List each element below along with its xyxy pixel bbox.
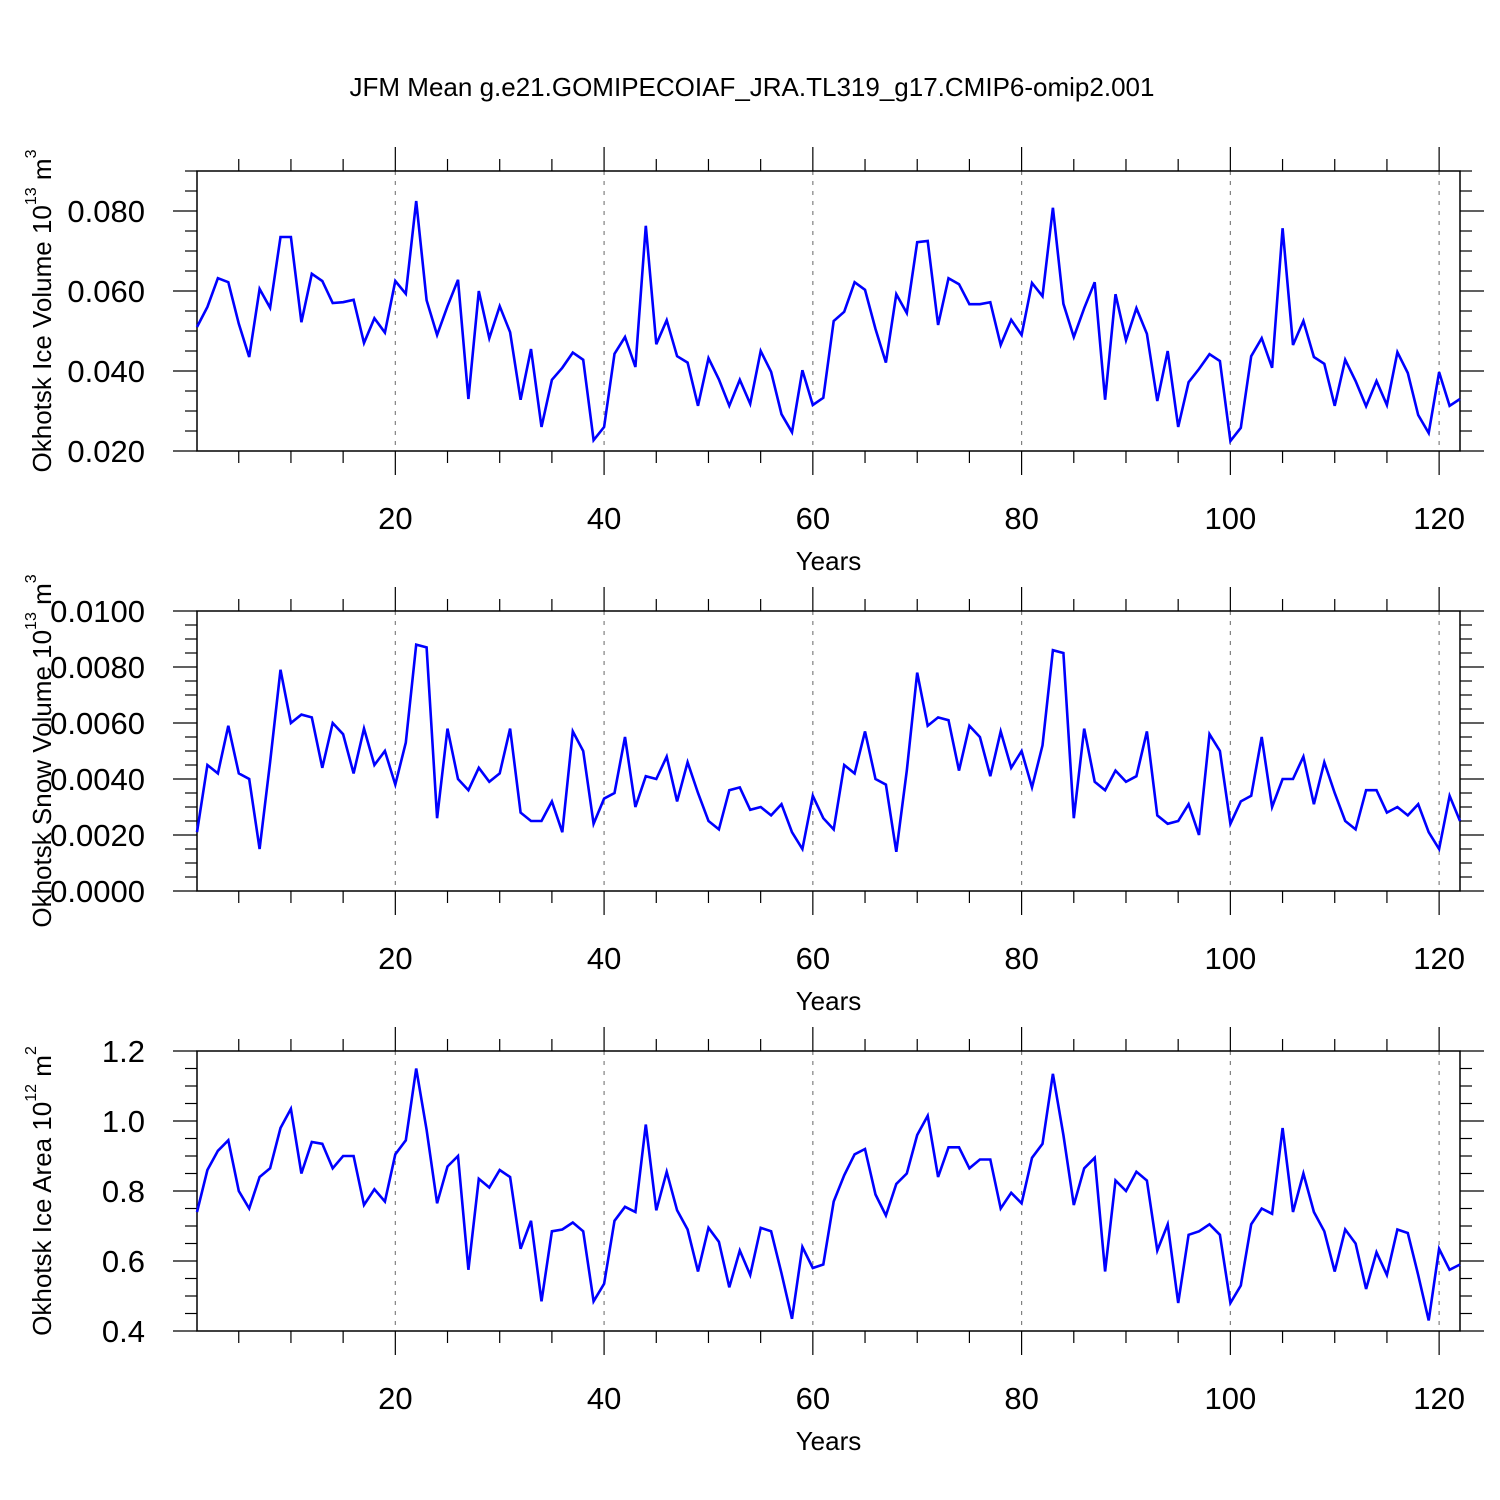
y-label-part: 3 [23,149,40,158]
chart-panel-3: 20 40 60 80 100 120 0.4 0.6 0.8 1.0 1.2 Years Okhots… [23,1027,1484,1456]
plot-frame [196,170,1461,452]
y-tick-label: 1.2 [102,1034,145,1069]
x-ticks [238,147,1440,475]
x-tick-label: 100 [1204,941,1256,976]
x-tick-label: 120 [1413,941,1465,976]
y-tick-label: 0.080 [67,194,145,229]
y-label-part: 10 [27,205,57,234]
chart-panel-2: 20 40 60 80 100 120 0.0000 0.0020 0.0040 0.0060 0.… [23,574,1484,1016]
y-label-part: Okhotsk Ice Volume [27,241,57,472]
x-ticks [238,1027,1440,1355]
plot-frame [196,610,1461,892]
y-tick-label: 0.020 [67,434,145,469]
y-label-part: Okhotsk Ice Area [27,1137,57,1336]
y-label-part: Okhotsk Snow Volume [27,666,57,928]
x-tick-label: 80 [1004,941,1038,976]
y-axis-label-text: Okhotsk Ice Area 1012 m2 [23,1046,58,1336]
y-label-part: m [27,583,57,612]
y-axis-label-text: Okhotsk Ice Volume 1013 m3 [23,149,58,472]
y-ticks [173,170,1484,452]
x-tick-label: 20 [378,941,412,976]
series-line [195,200,1461,445]
x-tick-label: 100 [1204,1381,1256,1416]
y-tick-label: 0.0040 [50,762,145,797]
y-tick-label: 0.8 [102,1174,145,1209]
y-tick-label: 0.0060 [50,706,145,741]
x-axis-label: Years [796,1426,862,1456]
x-tick-label: 100 [1204,501,1256,536]
y-axis-label: Okhotsk Snow Volume 1013 m3 [23,574,58,927]
y-tick-label: 0.0100 [50,594,145,629]
y-tick-label: 0.060 [67,274,145,309]
y-ticks [173,1050,1484,1332]
chart-title: JFM Mean g.e21.GOMIPECOIAF_JRA.TL319_g17… [350,72,1155,102]
y-tick-label: 0.6 [102,1244,145,1279]
x-tick-label: 40 [587,941,621,976]
y-label-part: 3 [23,574,40,583]
y-tick-label: 1.0 [102,1104,145,1139]
y-label-part: m [27,1055,57,1084]
chart-panel-1: 20 40 60 80 100 120 0.020 0.040 0.060 0.080 Years O… [23,147,1484,576]
x-tick-label: 40 [587,1381,621,1416]
y-ticks [173,610,1484,892]
x-tick-label: 80 [1004,501,1038,536]
x-tick-label: 60 [796,501,830,536]
y-tick-label: 0.040 [67,354,145,389]
series-points [197,645,1460,852]
x-tick-label: 60 [796,1381,830,1416]
x-tick-label: 60 [796,941,830,976]
y-label-part: 10 [27,630,57,659]
y-axis-label: Okhotsk Ice Area 1012 m2 [23,1046,58,1336]
y-tick-label: 0.0080 [50,650,145,685]
x-tick-label: 40 [587,501,621,536]
x-tick-label: 80 [1004,1381,1038,1416]
y-label-part: 13 [23,612,40,630]
y-label-part: 12 [23,1084,40,1102]
x-ticks [238,587,1440,915]
y-axis-label: Okhotsk Ice Volume 1013 m3 [23,149,58,472]
chart-panels: 20 40 60 80 100 120 0.020 0.040 0.060 0.080 Years O… [23,147,1484,1456]
y-label-part: m [27,158,57,187]
y-tick-label: 0.0000 [50,874,145,909]
x-axis-label: Years [796,986,862,1016]
y-label-part: 13 [23,187,40,205]
y-tick-label: 0.0020 [50,818,145,853]
series-line [195,1068,1461,1321]
y-label-part: 10 [27,1102,57,1131]
y-axis-label-text: Okhotsk Snow Volume 1013 m3 [23,574,58,927]
series-line [195,642,1462,853]
x-tick-label: 20 [378,501,412,536]
y-tick-label: 0.4 [102,1314,145,1349]
x-axis-label: Years [796,546,862,576]
x-tick-label: 120 [1413,1381,1465,1416]
x-tick-label: 20 [378,1381,412,1416]
x-tick-label: 120 [1413,501,1465,536]
y-label-part: 2 [23,1046,40,1055]
